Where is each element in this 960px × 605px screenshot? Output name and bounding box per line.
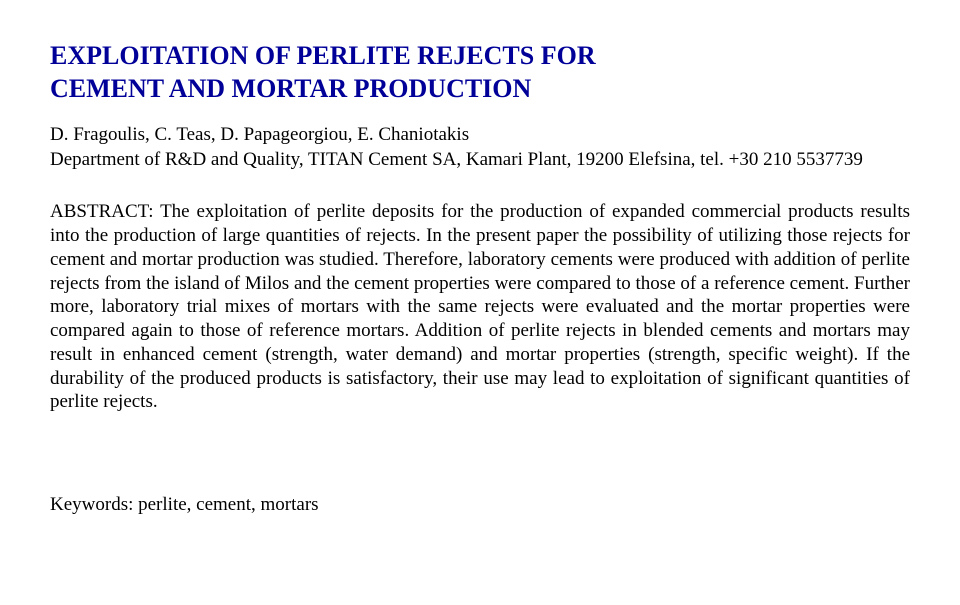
paper-title: EXPLOITATION OF PERLITE REJECTS FOR CEME…: [50, 40, 910, 105]
abstract-label: ABSTRACT:: [50, 201, 154, 222]
affiliation-line: Department of R&D and Quality, TITAN Cem…: [50, 148, 910, 173]
abstract-body: The exploitation of perlite deposits for…: [50, 201, 910, 412]
title-line-1: EXPLOITATION OF PERLITE REJECTS FOR: [50, 41, 596, 70]
keywords-line: Keywords: perlite, cement, mortars: [50, 494, 910, 516]
authors-line: D. Fragoulis, C. Teas, D. Papageorgiou, …: [50, 123, 910, 148]
title-line-2: CEMENT AND MORTAR PRODUCTION: [50, 74, 531, 103]
abstract-block: ABSTRACT: The exploitation of perlite de…: [50, 200, 910, 414]
